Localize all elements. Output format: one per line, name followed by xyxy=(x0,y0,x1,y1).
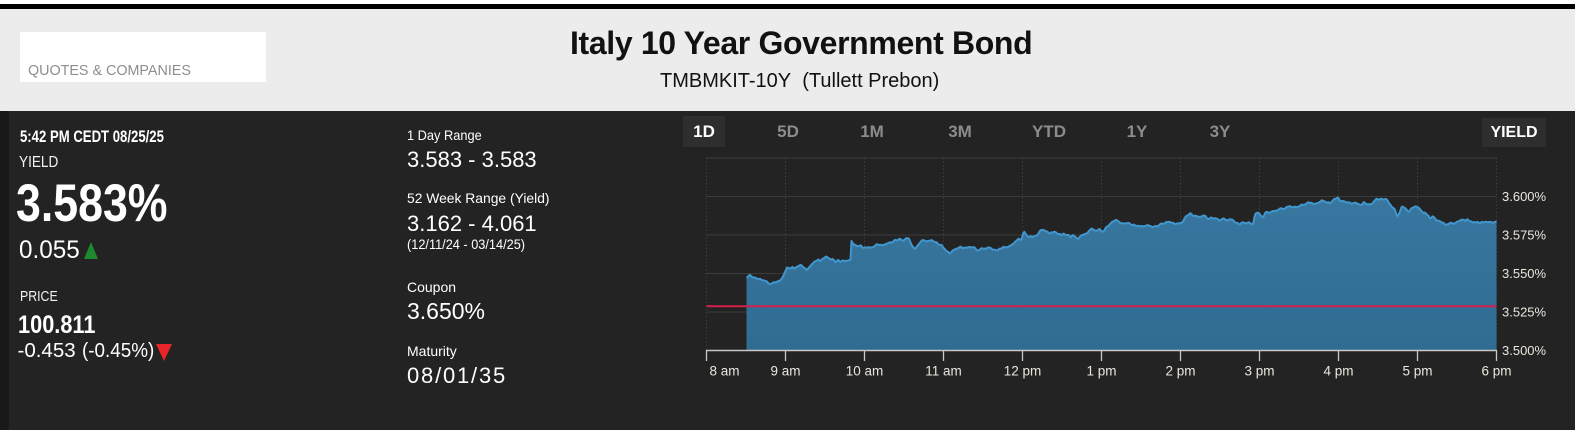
svg-text:3.600%: 3.600% xyxy=(1502,189,1547,204)
svg-text:3.500%: 3.500% xyxy=(1502,343,1547,358)
svg-text:3.550%: 3.550% xyxy=(1502,266,1547,281)
svg-text:11 am: 11 am xyxy=(925,364,962,379)
svg-text:3 pm: 3 pm xyxy=(1244,364,1274,379)
svg-text:1 pm: 1 pm xyxy=(1086,364,1116,379)
svg-text:8 am: 8 am xyxy=(710,364,740,379)
svg-text:9 am: 9 am xyxy=(770,364,800,379)
svg-text:4 pm: 4 pm xyxy=(1323,364,1353,379)
svg-text:2 pm: 2 pm xyxy=(1165,364,1195,379)
svg-text:5 pm: 5 pm xyxy=(1402,364,1432,379)
svg-text:10 am: 10 am xyxy=(846,364,884,379)
svg-text:6 pm: 6 pm xyxy=(1481,364,1511,379)
svg-text:3.575%: 3.575% xyxy=(1502,228,1547,243)
svg-text:3.525%: 3.525% xyxy=(1502,305,1547,320)
svg-text:12 pm: 12 pm xyxy=(1004,364,1042,379)
